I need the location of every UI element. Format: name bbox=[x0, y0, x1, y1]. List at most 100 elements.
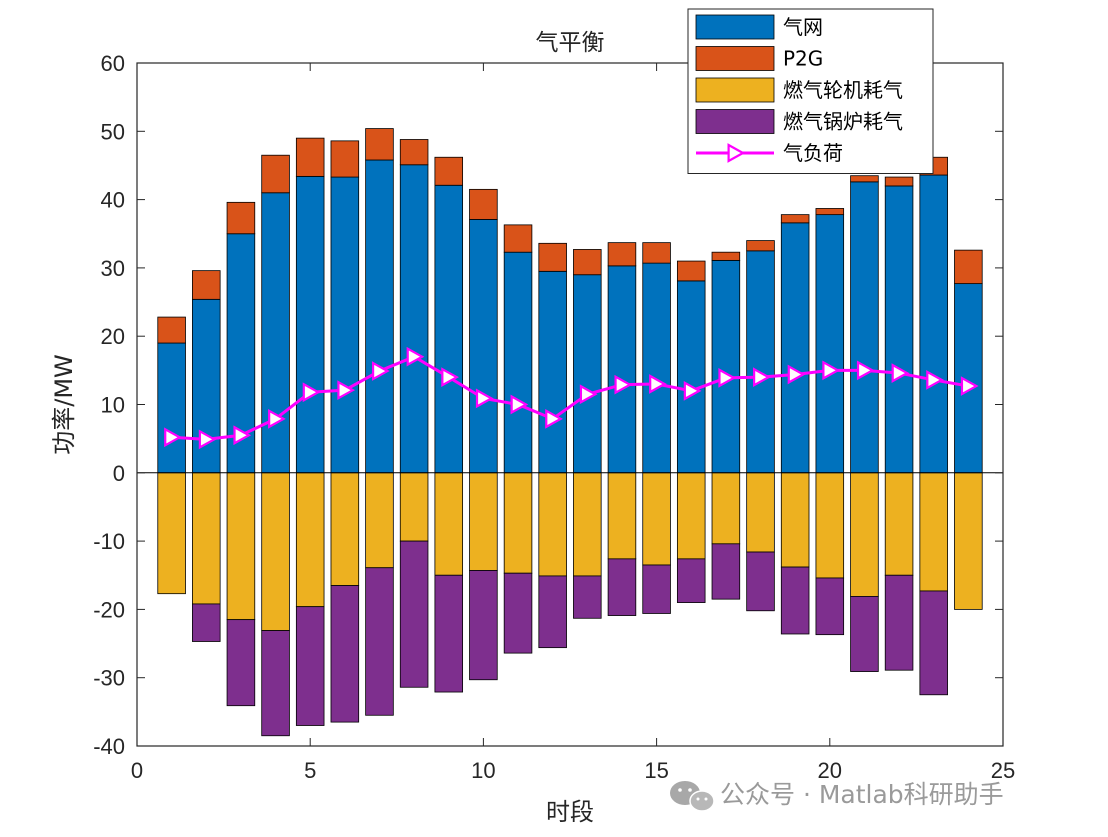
bar-1-13 bbox=[573, 249, 602, 276]
load-point-19 bbox=[787, 364, 806, 385]
bar-0-23 bbox=[919, 174, 948, 474]
load-point-4 bbox=[268, 408, 286, 429]
legend-label-3: 燃气锅炉耗气 bbox=[783, 110, 903, 134]
legend-label-1: P2G bbox=[783, 47, 823, 71]
bar-1-18 bbox=[746, 240, 775, 252]
bar-1-21 bbox=[850, 175, 879, 183]
chart-title: 气平衡 bbox=[536, 30, 605, 56]
load-point-24 bbox=[960, 376, 979, 396]
bar-2-9 bbox=[434, 472, 464, 576]
load-point-22 bbox=[891, 363, 910, 383]
bar-1-11 bbox=[503, 224, 533, 253]
load-point-2 bbox=[198, 429, 217, 450]
bar-0-16 bbox=[676, 280, 706, 474]
bar-2-3 bbox=[226, 472, 256, 621]
bar-2-22 bbox=[884, 472, 914, 576]
bar-1-19 bbox=[780, 214, 810, 224]
bar-2-1 bbox=[157, 472, 186, 595]
bar-2-5 bbox=[295, 472, 325, 608]
bar-0-12 bbox=[538, 270, 567, 474]
load-point-23 bbox=[926, 370, 944, 390]
legend-swatch-marker bbox=[727, 143, 746, 163]
bar-0-5 bbox=[295, 175, 325, 474]
bar-2-18 bbox=[746, 472, 775, 553]
x-tick-label: 10 bbox=[471, 758, 495, 783]
bar-0-17 bbox=[711, 259, 741, 474]
watermark: 公众号 · Matlab科研助手 bbox=[670, 780, 1004, 812]
bar-2-7 bbox=[365, 472, 394, 569]
bar-1-22 bbox=[884, 176, 914, 187]
legend-swatch-3 bbox=[695, 109, 775, 134]
legend-swatch-2 bbox=[695, 77, 775, 103]
legend-swatch-1 bbox=[695, 46, 775, 71]
load-point-14 bbox=[614, 374, 633, 395]
load-point-9 bbox=[441, 367, 460, 388]
bar-3-14 bbox=[607, 558, 637, 616]
bar-1-6 bbox=[330, 140, 360, 178]
bar-3-10 bbox=[469, 570, 498, 681]
bars-group bbox=[157, 128, 983, 737]
bar-2-17 bbox=[711, 472, 741, 545]
bar-0-9 bbox=[434, 184, 464, 474]
bar-3-20 bbox=[815, 577, 845, 636]
load-point-21 bbox=[856, 360, 875, 381]
bar-3-9 bbox=[434, 574, 464, 693]
bar-1-16 bbox=[676, 260, 706, 282]
bar-1-10 bbox=[469, 188, 498, 220]
load-point-6 bbox=[337, 380, 356, 401]
y-tick-label: -10 bbox=[93, 529, 125, 554]
x-axis-label: 时段 bbox=[546, 798, 594, 826]
bar-0-8 bbox=[399, 164, 429, 474]
bar-2-2 bbox=[192, 472, 221, 605]
bar-0-15 bbox=[642, 262, 671, 474]
load-point-5 bbox=[302, 382, 321, 403]
bar-2-10 bbox=[469, 472, 498, 571]
bar-0-1 bbox=[157, 342, 186, 474]
bar-0-14 bbox=[607, 265, 637, 474]
bar-3-21 bbox=[850, 596, 879, 672]
legend-swatch-0 bbox=[695, 14, 775, 40]
legend-label-0: 气网 bbox=[783, 15, 823, 39]
bar-1-7 bbox=[365, 128, 394, 161]
y-tick-label: 50 bbox=[101, 119, 125, 144]
bar-3-15 bbox=[642, 564, 671, 614]
bar-0-2 bbox=[192, 298, 221, 474]
load-point-16 bbox=[683, 380, 702, 401]
y-tick-label: 20 bbox=[101, 324, 125, 349]
bar-0-6 bbox=[330, 176, 360, 474]
legend-label-2: 燃气轮机耗气 bbox=[783, 78, 903, 102]
load-point-1 bbox=[164, 427, 182, 448]
bar-0-24 bbox=[954, 283, 983, 474]
load-point-20 bbox=[822, 360, 841, 381]
watermark-text: 公众号 · Matlab科研助手 bbox=[720, 780, 1004, 809]
bar-2-21 bbox=[850, 472, 879, 597]
bar-0-11 bbox=[503, 251, 533, 474]
bar-3-4 bbox=[261, 630, 290, 737]
bar-2-19 bbox=[780, 472, 810, 568]
x-tick-label: 5 bbox=[304, 758, 316, 783]
bar-0-22 bbox=[884, 185, 914, 474]
load-point-17 bbox=[718, 367, 737, 388]
legend-label-4: 气负荷 bbox=[783, 141, 843, 165]
bar-3-16 bbox=[676, 558, 706, 603]
load-point-10 bbox=[475, 388, 494, 409]
bar-3-17 bbox=[711, 543, 741, 600]
axes-group: -40 -30 -20 -10 0 10 20 30 40 50 60 0 5 10 15 20 25 bbox=[93, 51, 1015, 783]
bar-3-11 bbox=[503, 572, 533, 654]
load-point-13 bbox=[579, 384, 598, 405]
bar-1-12 bbox=[538, 242, 567, 272]
bar-3-23 bbox=[919, 590, 948, 696]
load-point-8 bbox=[406, 346, 425, 367]
y-tick-label: 0 bbox=[113, 461, 125, 486]
bar-1-14 bbox=[607, 242, 637, 267]
bar-3-19 bbox=[780, 566, 810, 635]
bar-3-6 bbox=[330, 585, 360, 723]
y-tick-label: -20 bbox=[93, 597, 125, 622]
bar-0-7 bbox=[365, 159, 394, 474]
bar-2-12 bbox=[538, 472, 567, 577]
bar-2-13 bbox=[573, 472, 602, 577]
load-point-7 bbox=[371, 361, 390, 381]
load-point-3 bbox=[233, 425, 252, 446]
load-point-18 bbox=[753, 367, 771, 388]
